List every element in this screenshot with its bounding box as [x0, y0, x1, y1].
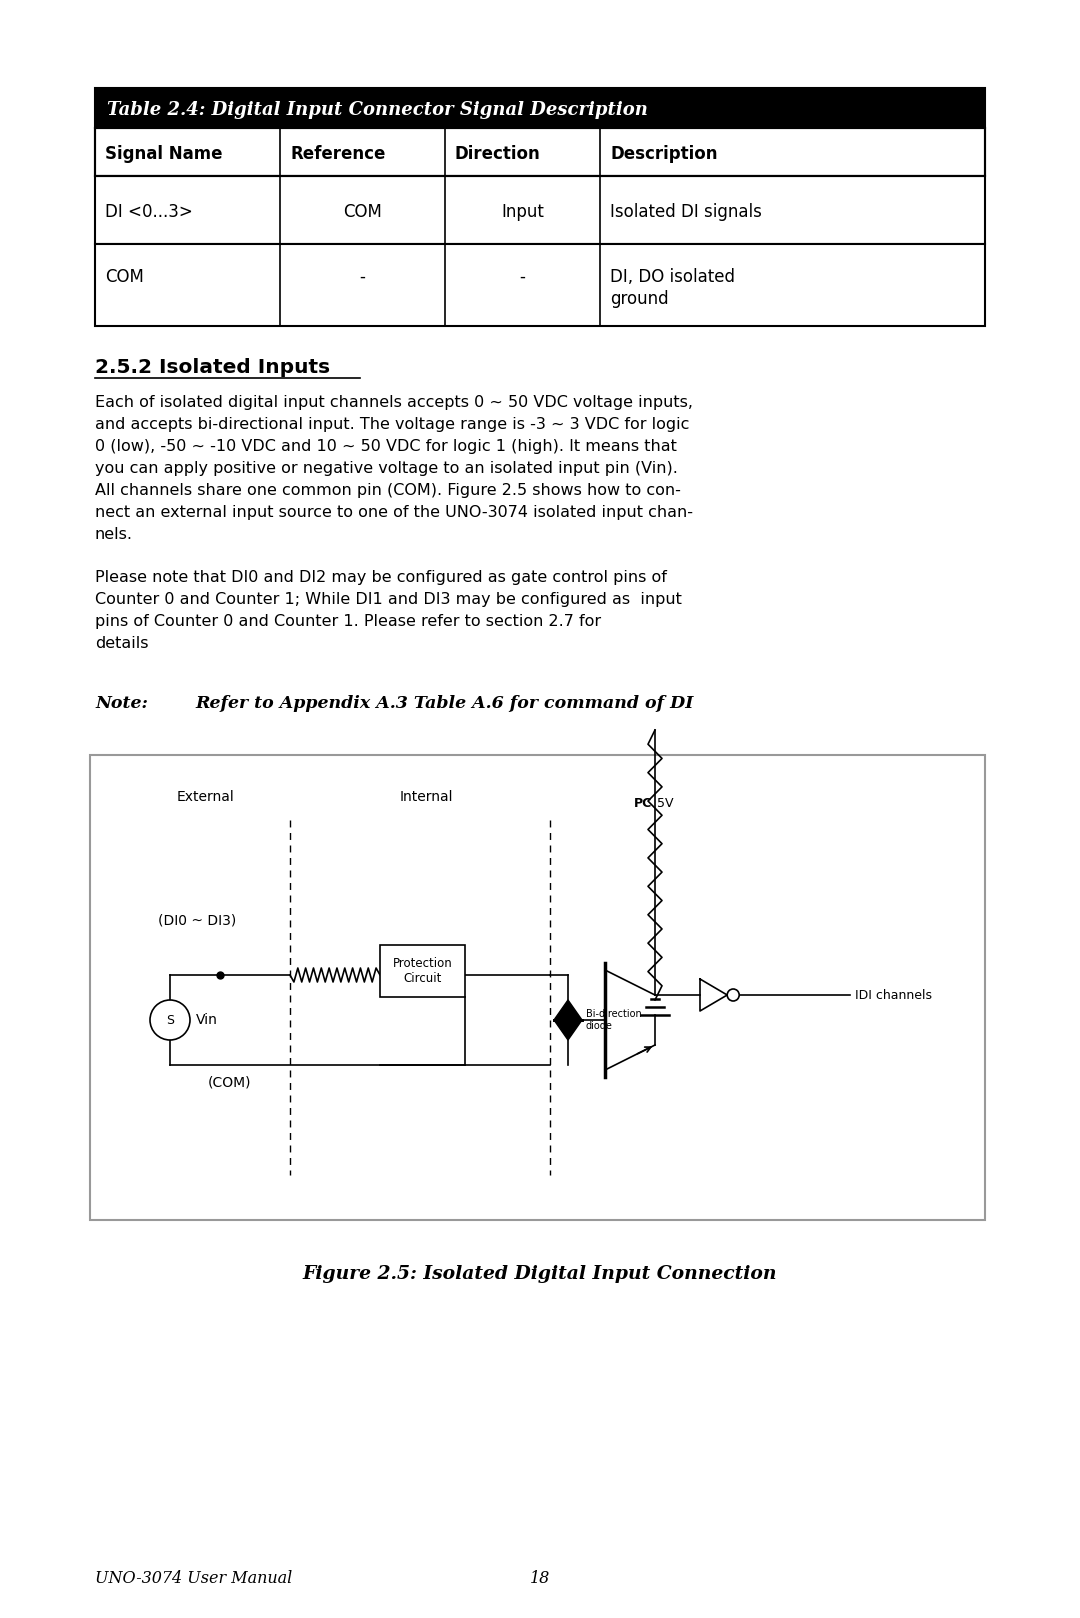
Polygon shape	[554, 1019, 582, 1040]
Text: 2.5.2 Isolated Inputs: 2.5.2 Isolated Inputs	[95, 358, 330, 377]
Text: -: -	[519, 269, 526, 286]
Text: you can apply positive or negative voltage to an isolated input pin (Vin).: you can apply positive or negative volta…	[95, 461, 678, 476]
Text: All channels share one common pin (COM). Figure 2.5 shows how to con-: All channels share one common pin (COM).…	[95, 484, 680, 498]
Bar	[95, 87, 985, 128]
Bar	[95, 176, 985, 244]
Text: DI <0...3>: DI <0...3>	[105, 202, 193, 222]
Text: Vin: Vin	[195, 1013, 218, 1027]
Text: Please note that DI0 and DI2 may be configured as gate control pins of: Please note that DI0 and DI2 may be conf…	[95, 570, 666, 586]
Circle shape	[150, 1000, 190, 1040]
Text: 18: 18	[530, 1569, 550, 1587]
Text: -: -	[360, 269, 365, 286]
Text: UNO-3074 User Manual: UNO-3074 User Manual	[95, 1569, 293, 1587]
Text: Signal Name: Signal Name	[105, 146, 222, 163]
Text: (COM): (COM)	[208, 1074, 252, 1089]
Text: Isolated DI signals: Isolated DI signals	[610, 202, 761, 222]
Text: ground: ground	[610, 290, 669, 307]
Text: Figure 2.5: Isolated Digital Input Connection: Figure 2.5: Isolated Digital Input Conne…	[302, 1265, 778, 1283]
Text: nels.: nels.	[95, 527, 133, 542]
Text: COM: COM	[105, 269, 144, 286]
Text: Table 2.4: Digital Input Connector Signal Description: Table 2.4: Digital Input Connector Signa…	[107, 100, 648, 120]
Text: Description: Description	[610, 146, 717, 163]
Text: details: details	[95, 636, 149, 650]
Text: nect an external input source to one of the UNO-3074 isolated input chan-: nect an external input source to one of …	[95, 505, 693, 519]
Text: Protection
Circuit: Protection Circuit	[393, 956, 453, 985]
Bar	[95, 128, 985, 176]
Circle shape	[727, 989, 739, 1002]
Text: Refer to Appendix A.3 Table A.6 for command of DI: Refer to Appendix A.3 Table A.6 for comm…	[195, 696, 693, 712]
Bar	[380, 945, 465, 997]
Text: Counter 0 and Counter 1; While DI1 and DI3 may be configured as  input: Counter 0 and Counter 1; While DI1 and D…	[95, 592, 681, 607]
Text: Reference: Reference	[291, 146, 386, 163]
Text: Input: Input	[501, 202, 544, 222]
Text: Bi-direction
diode: Bi-direction diode	[586, 1010, 642, 1031]
Text: DI, DO isolated: DI, DO isolated	[610, 269, 735, 286]
Text: 0 (low), -50 ~ -10 VDC and 10 ~ 50 VDC for logic 1 (high). It means that: 0 (low), -50 ~ -10 VDC and 10 ~ 50 VDC f…	[95, 438, 677, 455]
Text: Direction: Direction	[455, 146, 541, 163]
Text: Each of isolated digital input channels accepts 0 ~ 50 VDC voltage inputs,: Each of isolated digital input channels …	[95, 395, 693, 409]
Text: IDI channels: IDI channels	[855, 989, 932, 1002]
Polygon shape	[554, 1000, 582, 1019]
Text: COM: COM	[343, 202, 382, 222]
Bar	[95, 128, 985, 176]
Text: pins of Counter 0 and Counter 1. Please refer to section 2.7 for: pins of Counter 0 and Counter 1. Please …	[95, 613, 602, 629]
Text: 5V: 5V	[657, 796, 674, 809]
Text: Internal: Internal	[400, 790, 454, 804]
Text: and accepts bi-directional input. The voltage range is -3 ~ 3 VDC for logic: and accepts bi-directional input. The vo…	[95, 417, 689, 432]
Text: S: S	[166, 1013, 174, 1026]
Text: PC: PC	[634, 796, 652, 809]
Text: Note:: Note:	[95, 696, 148, 712]
Text: External: External	[176, 790, 234, 804]
Bar	[90, 756, 985, 1220]
Text: (DI0 ~ DI3): (DI0 ~ DI3)	[158, 913, 237, 927]
Bar	[95, 244, 985, 325]
